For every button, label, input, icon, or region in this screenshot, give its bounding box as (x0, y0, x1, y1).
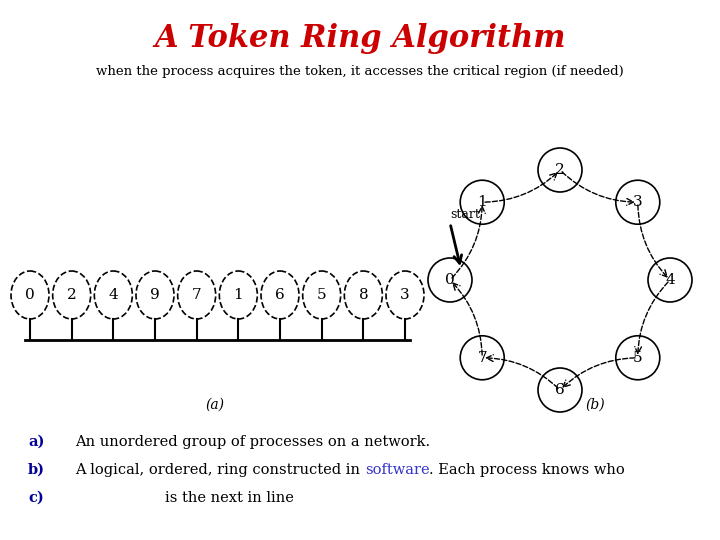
Ellipse shape (261, 271, 299, 319)
Circle shape (616, 336, 660, 380)
Ellipse shape (94, 271, 132, 319)
Ellipse shape (53, 271, 91, 319)
Text: software: software (364, 463, 429, 477)
Text: 9: 9 (150, 288, 160, 302)
Ellipse shape (220, 271, 257, 319)
Circle shape (616, 180, 660, 224)
Text: c): c) (28, 491, 44, 505)
Text: 2: 2 (555, 163, 565, 177)
Ellipse shape (136, 271, 174, 319)
Text: 5: 5 (317, 288, 326, 302)
Text: 4: 4 (665, 273, 675, 287)
Circle shape (538, 148, 582, 192)
Text: A Token Ring Algorithm: A Token Ring Algorithm (154, 23, 566, 53)
Text: 3: 3 (400, 288, 410, 302)
Ellipse shape (302, 271, 341, 319)
Text: . Each process knows who: . Each process knows who (429, 463, 625, 477)
Circle shape (648, 258, 692, 302)
Ellipse shape (178, 271, 216, 319)
Text: 8: 8 (359, 288, 368, 302)
Text: 6: 6 (275, 288, 285, 302)
Ellipse shape (386, 271, 424, 319)
Text: 5: 5 (633, 351, 642, 365)
Text: 7: 7 (192, 288, 202, 302)
Text: (b): (b) (585, 398, 605, 412)
Text: 3: 3 (633, 195, 642, 209)
Text: 7: 7 (477, 351, 487, 365)
Text: 1: 1 (477, 195, 487, 209)
Text: b): b) (28, 463, 45, 477)
Text: 6: 6 (555, 383, 565, 397)
Text: (a): (a) (205, 398, 225, 412)
Ellipse shape (344, 271, 382, 319)
Text: A logical, ordered, ring constructed in: A logical, ordered, ring constructed in (75, 463, 364, 477)
Circle shape (460, 336, 504, 380)
Text: 4: 4 (109, 288, 118, 302)
Text: 2: 2 (67, 288, 76, 302)
Text: a): a) (28, 435, 45, 449)
Text: when the process acquires the token, it accesses the critical region (if needed): when the process acquires the token, it … (96, 65, 624, 78)
Text: 0: 0 (25, 288, 35, 302)
Text: start: start (450, 208, 480, 221)
Text: is the next in line: is the next in line (165, 491, 294, 505)
Text: An unordered group of processes on a network.: An unordered group of processes on a net… (75, 435, 430, 449)
Circle shape (428, 258, 472, 302)
Text: 1: 1 (233, 288, 243, 302)
Text: 0: 0 (445, 273, 455, 287)
Circle shape (460, 180, 504, 224)
Circle shape (538, 368, 582, 412)
Ellipse shape (11, 271, 49, 319)
